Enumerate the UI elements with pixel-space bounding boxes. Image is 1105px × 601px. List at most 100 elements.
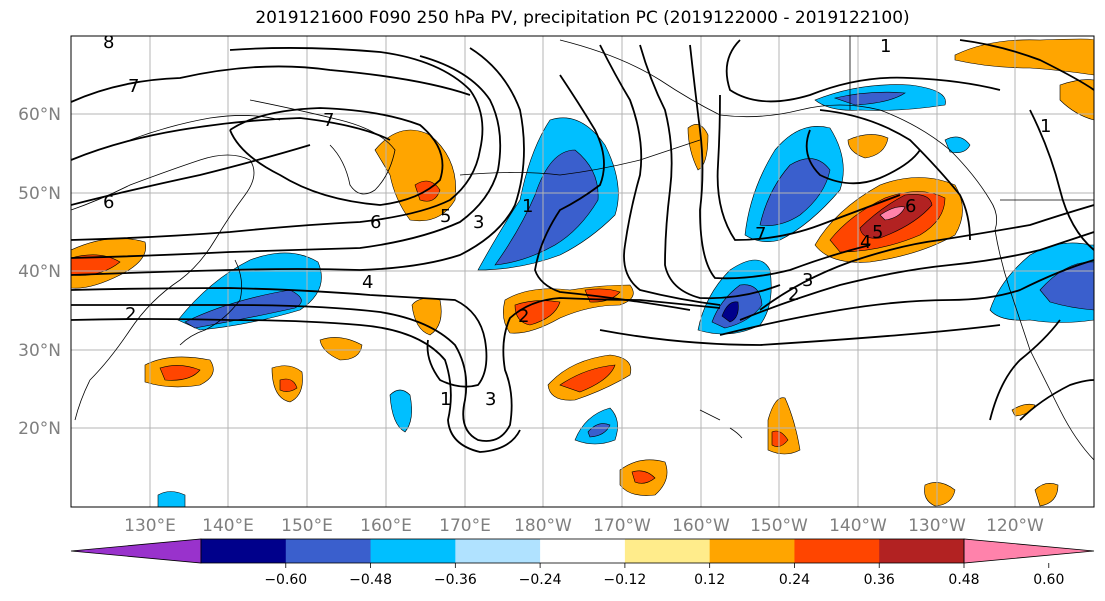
contour-label: 2 bbox=[125, 304, 136, 325]
contour-label: 6 bbox=[103, 192, 114, 213]
colorbar-segment bbox=[201, 539, 287, 563]
contour-label: 8 bbox=[103, 32, 114, 53]
precip-positive-core bbox=[771, 430, 789, 447]
precip-negative-area bbox=[157, 491, 186, 507]
pv-contour bbox=[71, 318, 521, 453]
coastlines bbox=[71, 36, 1094, 461]
lon-label: 150°W bbox=[750, 516, 808, 536]
lat-label: 20°N bbox=[18, 419, 61, 439]
lon-label: 140°W bbox=[829, 516, 887, 536]
precip-positive-core bbox=[631, 470, 656, 484]
precip-negative-area bbox=[944, 136, 971, 153]
pv-contour bbox=[599, 44, 721, 306]
pv-contour bbox=[229, 107, 444, 206]
pv-contour bbox=[71, 47, 525, 276]
lon-label: 170°E bbox=[439, 516, 491, 536]
pv-contour bbox=[819, 109, 971, 241]
colorbar-tick-label: −0.48 bbox=[349, 572, 392, 588]
pv-contour bbox=[71, 144, 311, 206]
gridlines bbox=[71, 36, 1094, 507]
precip-positive-core bbox=[559, 364, 616, 393]
pv-contour bbox=[759, 204, 1094, 311]
contour-label: 3 bbox=[485, 389, 496, 410]
pv-contour bbox=[716, 94, 901, 241]
contour-label: 1 bbox=[880, 36, 891, 57]
colorbar-frame bbox=[200, 538, 965, 564]
pv-contour bbox=[639, 44, 781, 300]
colorbar-tick-label: 0.12 bbox=[694, 572, 725, 588]
colorbar-segment bbox=[285, 539, 372, 563]
contour-label: 4 bbox=[362, 272, 373, 293]
colorbar-extend-min bbox=[70, 538, 202, 564]
latitude-labels: 60°N 50°N 40°N 30°N 20°N bbox=[18, 105, 61, 439]
colorbar bbox=[70, 538, 1095, 564]
pv-contour bbox=[1029, 109, 1094, 251]
coastline-kamchatka bbox=[249, 99, 396, 195]
precip-positive-area bbox=[319, 337, 363, 361]
figure-title: 2019121600 F090 250 hPa PV, precipitatio… bbox=[255, 8, 910, 28]
contour-label: 1 bbox=[440, 389, 451, 410]
precip-negative-core bbox=[833, 91, 906, 106]
contour-label: 7 bbox=[128, 76, 139, 97]
lon-label: 160°E bbox=[360, 516, 412, 536]
colorbar-segment bbox=[794, 539, 880, 563]
lon-label: 150°E bbox=[281, 516, 333, 536]
colorbar-segment bbox=[624, 539, 711, 563]
colorbar-tick-label: 0.36 bbox=[864, 572, 895, 588]
pv-contour bbox=[534, 74, 691, 311]
colorbar-ticks: −0.60 −0.48 −0.36 −0.24 −0.12 0.12 0.24 0.36 0.4… bbox=[264, 563, 1064, 588]
precip-negative-core bbox=[494, 149, 599, 266]
precip-negative-area bbox=[389, 389, 412, 433]
contour-label: 1 bbox=[1040, 116, 1051, 137]
coastline-japan bbox=[179, 259, 243, 346]
pv-contours bbox=[71, 39, 1094, 453]
contour-label: 2 bbox=[518, 306, 529, 327]
colorbar-segment bbox=[370, 539, 456, 563]
colorbar-segment bbox=[879, 539, 965, 563]
map-frame bbox=[70, 35, 1095, 508]
contour-label: 7 bbox=[755, 224, 766, 245]
contour-label: 4 bbox=[860, 232, 871, 253]
pv-contour bbox=[71, 287, 488, 388]
contour-label: 7 bbox=[323, 110, 334, 131]
precip-negative-core bbox=[587, 423, 611, 438]
pv-contour bbox=[71, 65, 471, 103]
coastline-hawaii bbox=[699, 409, 743, 439]
colorbar-segment bbox=[540, 539, 626, 563]
contour-label: 1 bbox=[522, 196, 533, 217]
colorbar-tick-label: 0.60 bbox=[1033, 572, 1064, 588]
pv-contour bbox=[599, 324, 1001, 346]
colorbar-tick-label: 0.48 bbox=[948, 572, 979, 588]
pv-contour bbox=[725, 39, 1001, 103]
contour-label: 6 bbox=[370, 212, 381, 233]
colorbar-tick-label: −0.36 bbox=[434, 572, 477, 588]
colorbar-tick-label: −0.12 bbox=[603, 572, 646, 588]
precip-positive-area bbox=[1011, 403, 1036, 417]
precip-negative-core bbox=[759, 158, 831, 226]
colorbar-extend-max bbox=[963, 538, 1095, 564]
colorbar-tick-label: 0.24 bbox=[779, 572, 810, 588]
lon-label: 130°W bbox=[908, 516, 966, 536]
pv-contour bbox=[689, 44, 871, 280]
coastline-aleutians bbox=[459, 139, 701, 176]
coastline-alaska bbox=[559, 39, 998, 231]
pv-contour bbox=[989, 319, 1061, 421]
coastline-na-west bbox=[994, 229, 1094, 461]
contour-labels: 8 7 7 6 6 5 4 3 2 2 1 1 3 1 7 6 5 4 3 2 … bbox=[103, 32, 1051, 410]
lat-label: 30°N bbox=[18, 341, 61, 361]
precipitation-shading bbox=[71, 38, 1094, 507]
pv-contour bbox=[805, 129, 921, 185]
lat-label: 50°N bbox=[18, 184, 61, 204]
precip-negative-deep bbox=[721, 301, 739, 323]
lat-label: 40°N bbox=[18, 262, 61, 282]
contour-label: 2 bbox=[788, 284, 799, 305]
precip-positive-area bbox=[1034, 483, 1059, 507]
contour-label: 5 bbox=[440, 206, 451, 227]
contour-label: 3 bbox=[473, 212, 484, 233]
colorbar-segment bbox=[455, 539, 541, 563]
precip-positive-area bbox=[1059, 79, 1094, 121]
contour-label: 6 bbox=[905, 196, 916, 217]
precip-positive-area bbox=[954, 38, 1094, 76]
pv-contour bbox=[71, 55, 502, 259]
